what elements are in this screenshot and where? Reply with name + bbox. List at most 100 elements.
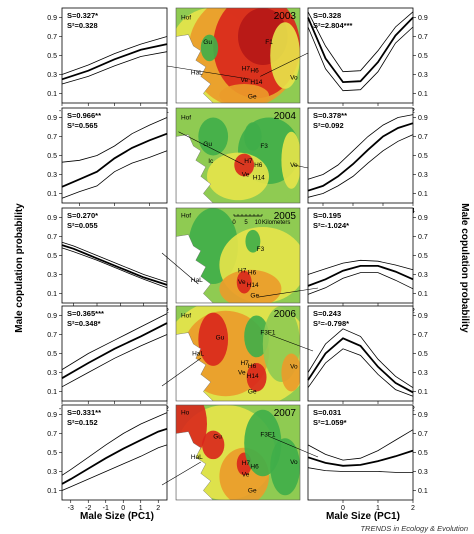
map-2007 bbox=[176, 405, 300, 500]
y-tick-label: 0.9 bbox=[47, 412, 57, 419]
connector-line bbox=[268, 436, 319, 458]
y-tick-label: 0.1 bbox=[418, 488, 428, 495]
site-label-h14: H14 bbox=[253, 174, 265, 181]
connector-line bbox=[161, 252, 199, 285]
y-tick-label: 0.1 bbox=[47, 291, 57, 298]
map-year-label: 2003 bbox=[274, 11, 297, 22]
map-blob bbox=[236, 270, 252, 294]
plot-frame bbox=[307, 207, 414, 304]
stat-label: S²=-0.798* bbox=[313, 319, 349, 328]
map-blob bbox=[202, 430, 225, 460]
site-label-h14: H14 bbox=[247, 373, 259, 380]
y-tick-label: 0.9 bbox=[47, 115, 57, 122]
y-tick-label: 0.5 bbox=[418, 253, 428, 260]
plot-frame bbox=[61, 207, 168, 304]
map-blob bbox=[246, 363, 267, 392]
site-label-hal: HaL bbox=[191, 277, 203, 284]
site-label-ho: Ho bbox=[181, 410, 190, 417]
credit-text: TRENDS in Ecology & Evolution bbox=[360, 524, 468, 533]
confidence-band-line bbox=[307, 467, 413, 473]
plot-frame bbox=[307, 404, 414, 501]
fitted-curve bbox=[307, 265, 414, 287]
map-blob bbox=[200, 34, 219, 62]
connector-line bbox=[166, 65, 251, 80]
y-tick-label: 0.3 bbox=[418, 272, 428, 279]
y-tick-label: 0.3 bbox=[47, 272, 57, 279]
stat-label: S=0.365*** bbox=[67, 309, 104, 318]
map-year-label: 2005 bbox=[274, 211, 297, 222]
plot-frame bbox=[61, 305, 168, 402]
stat-label: S=0.270* bbox=[67, 211, 98, 220]
fitted-curve bbox=[61, 427, 168, 485]
site-label-gu: Gu bbox=[203, 39, 212, 46]
y-tick-label: 0.7 bbox=[418, 34, 428, 41]
connector-line bbox=[161, 461, 201, 486]
fitted-curve bbox=[307, 449, 414, 467]
site-label-ge: Ge bbox=[248, 93, 257, 100]
right-y-axis-label: Male copulation probability bbox=[459, 203, 470, 333]
site-label-hal: HaL bbox=[191, 454, 203, 461]
y-tick-label: 0.7 bbox=[47, 431, 57, 438]
confidence-band-line bbox=[61, 247, 168, 289]
connector-line bbox=[293, 164, 309, 169]
confidence-band-line bbox=[61, 412, 168, 476]
coastline bbox=[176, 332, 214, 401]
confidence-band-line bbox=[61, 51, 168, 85]
y-tick-label: 0.1 bbox=[418, 291, 428, 298]
site-label-h14: H14 bbox=[250, 79, 262, 86]
y-tick-label: 0.1 bbox=[418, 191, 428, 198]
site-label-hal: HaL bbox=[192, 350, 204, 357]
y-tick-label: 0.7 bbox=[418, 134, 428, 141]
stat-label: S²=0.055 bbox=[67, 221, 98, 230]
confidence-band-line bbox=[61, 150, 168, 199]
y-tick-label: 0.5 bbox=[418, 351, 428, 358]
site-label-hof: Hof bbox=[181, 14, 191, 21]
y-tick-label: 0.5 bbox=[418, 53, 428, 60]
chart-2004-right: 0.10.30.50.70.9-2024S=0.378**S²=0.092 bbox=[307, 107, 428, 215]
scale-bar-label: 0 bbox=[232, 220, 236, 226]
site-label-ic: Ic bbox=[208, 158, 214, 165]
map-blob bbox=[198, 312, 229, 366]
site-label-f3: F3 bbox=[260, 143, 268, 150]
map-year-label: 2004 bbox=[274, 111, 297, 122]
confidence-band-line bbox=[307, 259, 414, 275]
coastline bbox=[176, 134, 214, 203]
map-blob bbox=[244, 315, 269, 358]
chart-2003-left: 0.10.30.50.70.9-3-2-101S=0.327*S²=0.328 bbox=[47, 7, 169, 115]
scale-bar-label: 10 bbox=[255, 220, 262, 226]
confidence-band-line bbox=[307, 114, 414, 180]
y-tick-label: 0.9 bbox=[418, 115, 428, 122]
site-label-h7: H7 bbox=[244, 158, 253, 165]
y-tick-label: 0.9 bbox=[47, 15, 57, 22]
confidence-band-line bbox=[307, 348, 414, 397]
site-label-h7: H7 bbox=[240, 360, 249, 367]
x-tick-label: -3 bbox=[68, 505, 74, 512]
y-tick-label: 0.7 bbox=[47, 34, 57, 41]
connector-line bbox=[178, 131, 245, 166]
site-label-vo: Vo bbox=[290, 459, 298, 466]
plot-frame bbox=[61, 7, 168, 104]
stat-label: S²=0.565 bbox=[67, 121, 98, 130]
scale-bar: 0 5 10 Kilometers bbox=[232, 214, 290, 226]
y-tick-label: 0.1 bbox=[47, 91, 57, 98]
fitted-curve bbox=[307, 16, 414, 84]
site-label-hof: Hof bbox=[181, 312, 191, 319]
site-label-ve: Ve bbox=[242, 471, 250, 478]
stat-label: S=0.031 bbox=[313, 408, 341, 417]
y-tick-label: 0.3 bbox=[47, 370, 57, 377]
site-label-vo: Vo bbox=[290, 162, 298, 169]
site-label-vo: Vo bbox=[290, 364, 298, 371]
y-tick-label: 0.9 bbox=[47, 313, 57, 320]
site-label-gu: Gu bbox=[213, 433, 222, 440]
chart-2007-left: 0.1 0.3 0.5 0.7 0.9 -3 -2 -1 0 1 2 S=0.331**S²=0.15… bbox=[47, 404, 168, 512]
stat-label: S²=0.152 bbox=[67, 418, 98, 427]
x-tick-label: 2 bbox=[411, 505, 415, 512]
map-2004 bbox=[176, 108, 300, 203]
connector-line bbox=[260, 52, 309, 77]
confidence-band-line bbox=[61, 313, 168, 370]
map-2003 bbox=[176, 8, 300, 103]
stat-label: S²=-1.024* bbox=[313, 221, 349, 230]
